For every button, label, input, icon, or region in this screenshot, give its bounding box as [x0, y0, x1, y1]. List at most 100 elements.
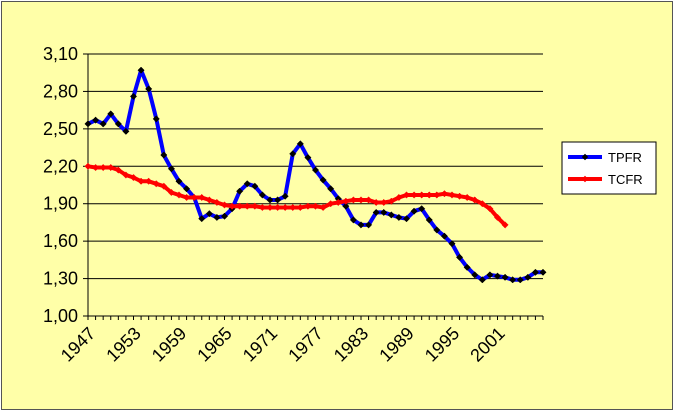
data-point-tpfr	[531, 268, 539, 276]
data-point-tcfr	[365, 196, 373, 204]
data-point-tpfr	[220, 212, 229, 220]
data-point-tpfr	[289, 150, 297, 158]
data-point-tpfr	[387, 211, 395, 219]
data-point-tcfr	[251, 202, 259, 210]
data-point-tpfr	[129, 92, 138, 100]
data-point-tcfr	[349, 196, 357, 204]
x-tick-label: 1953	[102, 323, 144, 365]
data-point-tcfr	[167, 188, 175, 197]
data-point-tpfr	[395, 213, 403, 221]
series-line-tpfr	[87, 68, 543, 282]
data-point-tpfr	[84, 120, 92, 128]
data-point-tcfr	[304, 202, 312, 210]
data-point-tpfr	[99, 120, 107, 128]
data-point-tcfr	[357, 196, 365, 204]
data-point-tpfr	[107, 110, 115, 118]
data-point-tcfr	[99, 163, 107, 172]
data-point-tpfr	[372, 208, 380, 217]
data-point-tpfr	[456, 253, 464, 261]
data-point-tpfr	[501, 273, 509, 281]
data-point-tpfr	[152, 115, 160, 123]
series-layer	[84, 66, 547, 284]
x-tick-label: 1965	[193, 323, 235, 365]
data-point-tpfr	[516, 276, 524, 284]
data-point-tpfr	[425, 216, 433, 224]
data-point-tcfr	[137, 177, 145, 185]
data-point-tpfr	[251, 182, 259, 190]
data-point-tcfr	[183, 193, 191, 202]
data-point-tcfr	[129, 173, 138, 182]
y-tick-label: 2,50	[43, 119, 78, 139]
data-point-tpfr	[198, 215, 206, 223]
data-point-tcfr	[410, 191, 418, 199]
data-point-tpfr	[243, 180, 251, 188]
data-point-tpfr	[145, 85, 153, 93]
data-point-tcfr	[311, 202, 320, 210]
data-point-tpfr	[357, 221, 365, 229]
data-point-tpfr	[205, 210, 213, 218]
data-point-tcfr	[281, 203, 289, 212]
data-point-tpfr	[266, 196, 274, 204]
data-point-tpfr	[509, 276, 517, 284]
data-point-tpfr	[440, 232, 448, 240]
data-point-tpfr	[365, 221, 373, 229]
x-tick-label: 2001	[466, 323, 508, 365]
data-point-tcfr	[175, 191, 183, 199]
x-tick-label: 1947	[57, 323, 99, 365]
data-point-tcfr	[122, 171, 130, 179]
data-point-tcfr	[440, 190, 448, 198]
data-point-tcfr	[289, 203, 297, 212]
data-point-tpfr	[418, 205, 426, 213]
legend: TPFR TCFR	[561, 141, 657, 195]
data-point-tcfr	[448, 191, 456, 199]
data-point-tpfr	[236, 187, 244, 195]
data-point-tcfr	[478, 200, 486, 208]
data-point-tcfr	[334, 198, 342, 207]
x-tick-label: 1977	[284, 323, 326, 365]
data-point-tpfr	[524, 273, 532, 281]
x-tick-label: 1983	[330, 323, 372, 365]
data-point-tpfr	[114, 120, 122, 128]
chart-frame	[1, 1, 673, 410]
data-point-tcfr	[387, 197, 395, 205]
data-point-tcfr	[243, 202, 251, 210]
data-point-tcfr	[198, 193, 206, 202]
data-point-tcfr	[266, 203, 274, 212]
data-point-tcfr	[114, 166, 122, 174]
data-point-tpfr	[274, 196, 282, 204]
data-point-tpfr	[539, 268, 547, 276]
data-point-tpfr	[183, 185, 191, 193]
data-point-tpfr	[463, 263, 471, 271]
data-point-tpfr	[304, 153, 312, 162]
data-point-tcfr	[471, 196, 479, 204]
series-line-tcfr	[87, 164, 507, 227]
y-tick-label: 1,30	[43, 269, 78, 289]
data-point-tcfr	[433, 191, 441, 199]
data-point-tpfr	[281, 192, 289, 200]
data-point-tpfr	[349, 216, 357, 224]
x-tick-label: 1959	[148, 323, 190, 365]
data-point-tpfr	[311, 166, 320, 174]
data-point-tpfr	[433, 226, 441, 234]
data-point-tpfr	[175, 177, 183, 185]
data-point-tcfr	[274, 203, 282, 212]
data-point-tcfr	[296, 203, 304, 212]
y-tick-label: 1,60	[43, 231, 78, 251]
data-point-tcfr	[425, 191, 433, 199]
data-point-tpfr	[258, 191, 266, 199]
data-point-tcfr	[456, 192, 464, 200]
data-point-tpfr	[296, 140, 304, 148]
data-point-tpfr	[402, 215, 411, 223]
data-point-tcfr	[258, 203, 266, 212]
data-point-tcfr	[402, 191, 411, 199]
data-point-tcfr	[236, 202, 244, 210]
data-point-tpfr	[213, 213, 221, 221]
data-point-tcfr	[107, 163, 115, 172]
data-point-tcfr	[160, 182, 168, 190]
data-point-tpfr	[493, 272, 502, 280]
data-point-tpfr	[342, 202, 350, 210]
y-tick-label: 1,00	[43, 306, 78, 326]
y-tick-label: 3,10	[43, 44, 78, 64]
data-point-tcfr	[418, 191, 426, 199]
data-point-tpfr	[478, 276, 486, 284]
